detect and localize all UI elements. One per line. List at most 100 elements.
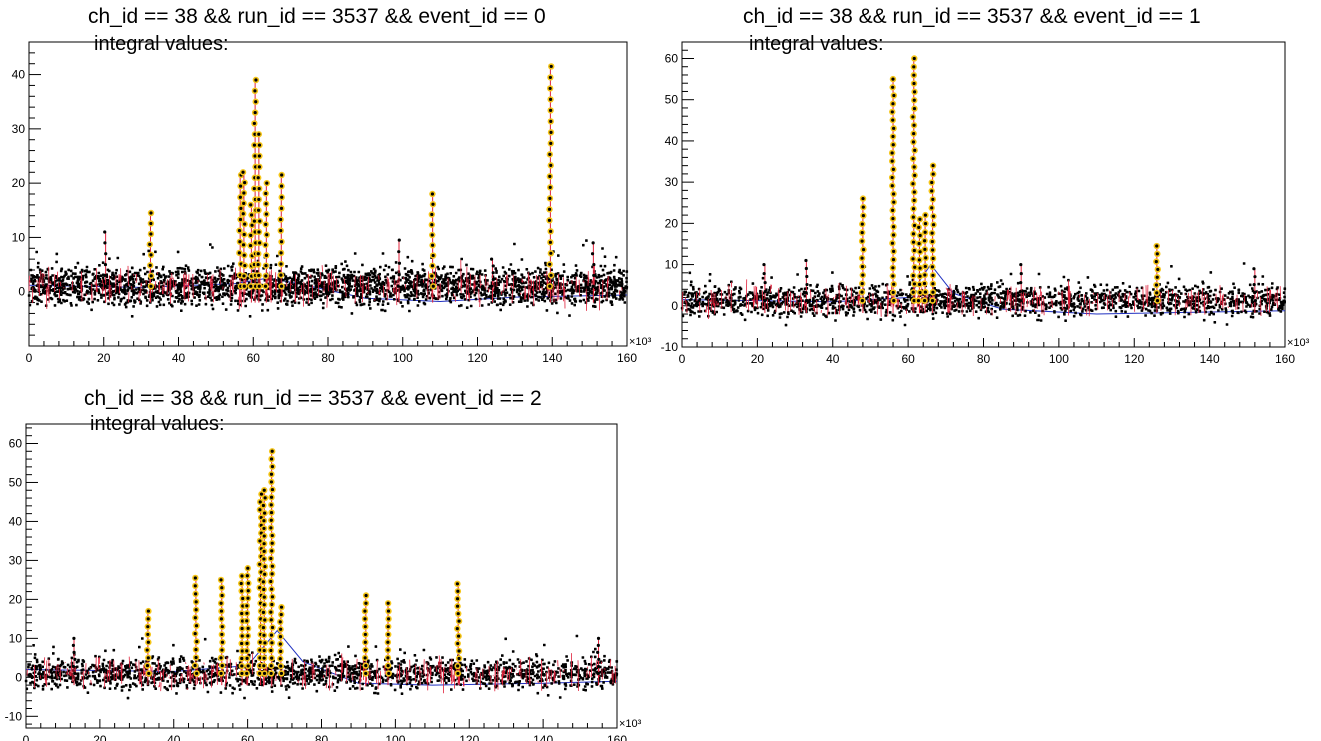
x-tick-label: 0 — [23, 733, 30, 741]
spike-point — [220, 640, 225, 644]
spike-point — [912, 56, 916, 61]
spike-point — [891, 208, 895, 212]
spike-point — [549, 163, 553, 167]
spike-point — [264, 191, 268, 196]
spike-point — [911, 257, 915, 261]
spike-2 — [191, 574, 201, 686]
spike-point — [891, 290, 895, 295]
spike-point — [257, 154, 262, 158]
spike-point — [762, 262, 766, 267]
spike-point — [257, 284, 261, 288]
spike-point — [913, 148, 917, 152]
spike-point — [242, 232, 246, 237]
spike-point — [270, 533, 274, 538]
spike-point — [254, 100, 258, 104]
spike-point — [596, 650, 600, 654]
spike-point — [262, 488, 266, 492]
y-tick-label: 30 — [12, 122, 26, 136]
spike-point — [245, 656, 249, 661]
spike-point — [804, 266, 808, 271]
spike-point — [145, 648, 149, 652]
spike-point — [891, 225, 896, 229]
noise-lines — [28, 259, 623, 311]
spike-point — [805, 274, 809, 279]
spike-point — [363, 632, 367, 637]
spike-point — [457, 649, 461, 653]
spike-point — [861, 214, 865, 218]
spike-point — [243, 222, 247, 226]
spike-point — [430, 192, 435, 196]
spike-point — [763, 280, 767, 285]
spike-point — [930, 189, 934, 193]
x-multiplier-label: ×10³ — [619, 718, 642, 730]
spike-point — [456, 634, 461, 638]
spike-point — [264, 264, 268, 268]
spike-point — [270, 572, 274, 576]
spike-6 — [254, 131, 263, 303]
spike-point — [279, 605, 284, 609]
spike-point — [916, 299, 921, 303]
spike-point — [1155, 275, 1159, 279]
spike-point — [763, 290, 767, 294]
spike-point — [263, 572, 267, 576]
spike-point — [262, 519, 266, 523]
x-tick-label: 120 — [1124, 352, 1144, 366]
spike-point — [249, 203, 253, 207]
spike-point — [261, 610, 266, 614]
spike-point — [193, 632, 197, 636]
spike-point — [242, 201, 246, 205]
spike-point — [890, 175, 894, 180]
spike-point — [918, 282, 922, 286]
spike-point — [149, 221, 153, 226]
spike-point — [243, 181, 247, 185]
spike-point — [1156, 267, 1160, 272]
spike-point — [238, 195, 242, 199]
spike-point — [279, 671, 284, 676]
spike-point — [262, 534, 266, 538]
spike-point — [279, 284, 284, 288]
spike-point — [804, 258, 808, 263]
spike-point — [892, 93, 896, 98]
spike-point — [489, 257, 494, 261]
x-tick-label: 40 — [167, 733, 181, 741]
spike-point — [262, 633, 266, 637]
spike-point — [257, 143, 262, 147]
spike-point — [252, 121, 256, 126]
spike-point — [263, 496, 267, 500]
spike-point — [912, 73, 916, 77]
spike-point — [258, 241, 262, 245]
spike-point — [195, 640, 199, 644]
spike-point — [252, 219, 256, 223]
spike-7 — [260, 487, 269, 686]
spike-point — [590, 252, 595, 256]
spike-point — [269, 610, 273, 614]
spike-point — [270, 549, 274, 553]
spike-point — [146, 625, 150, 629]
spike-point — [861, 248, 866, 252]
x-tick-label: 160 — [607, 733, 627, 741]
spike-point — [931, 197, 935, 201]
x-tick-label: 40 — [826, 352, 840, 366]
x-tick-label: 140 — [542, 351, 562, 365]
spike-point — [269, 503, 273, 507]
spike-point — [269, 480, 274, 484]
spike-point — [386, 609, 391, 613]
spike-point — [220, 664, 224, 668]
spike-point — [592, 273, 596, 278]
spike-point — [547, 218, 552, 222]
spike-point — [1154, 260, 1158, 264]
spike-point — [911, 115, 915, 119]
spike-point — [246, 634, 250, 638]
spike-point — [245, 604, 249, 608]
x-tick-label: 80 — [315, 733, 329, 741]
spike-point — [431, 202, 435, 206]
spike-point — [924, 256, 928, 260]
spike-point — [263, 641, 267, 645]
spike-1 — [146, 209, 155, 303]
spike-5 — [915, 216, 924, 313]
spike-point — [386, 640, 390, 644]
spike-point — [930, 231, 934, 235]
spike-point — [246, 664, 250, 668]
spike-point — [250, 223, 254, 227]
spike-point — [363, 609, 367, 613]
